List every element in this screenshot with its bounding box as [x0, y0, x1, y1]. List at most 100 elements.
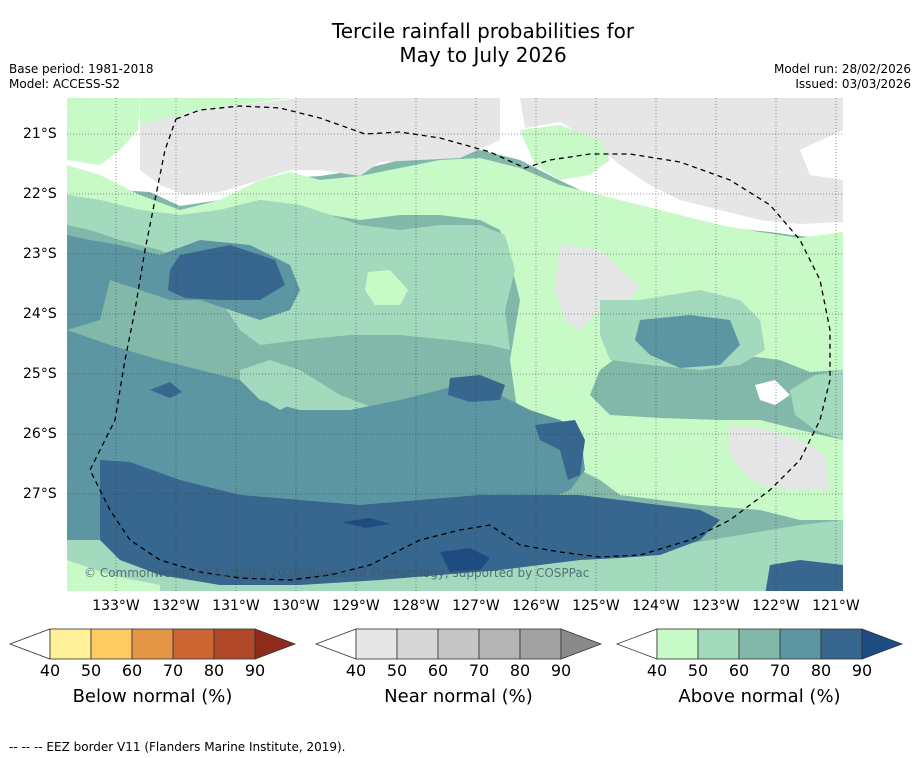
colorbar-tick-label: 40: [345, 661, 367, 680]
colorbar-title: Near normal (%): [384, 686, 533, 707]
colorbar-over-arrow: [254, 628, 297, 660]
colorbar-tick-label: 90: [550, 661, 572, 680]
field-above-70-right: [635, 315, 740, 368]
colorbar-segment: [172, 628, 215, 660]
latitude-label: 25°S: [23, 366, 57, 382]
longitude-label: 125°W: [572, 598, 620, 614]
model-name: Model: ACCESS-S2: [9, 77, 121, 91]
colorbar-title: Below normal (%): [72, 686, 233, 707]
colorbar-tick-label: 70: [162, 661, 184, 680]
colorbar-tick-label: 50: [687, 661, 709, 680]
colorbar-segment: [49, 628, 92, 660]
colorbar-tick-label: 40: [646, 661, 668, 680]
model-run: Model run: 28/02/2026: [773, 62, 911, 76]
colorbar-tick-label: 40: [39, 661, 61, 680]
issued-date: Issued: 03/03/2026: [795, 77, 911, 91]
meta-left: Base period: 1981-2018 Model: ACCESS-S2: [9, 62, 154, 92]
colorbar-over-arrow: [861, 628, 904, 660]
colorbar-tick-label: 90: [244, 661, 266, 680]
probability-fields: [67, 98, 843, 591]
field-above-80-spot-1: [448, 375, 505, 402]
field-above-40-spot-1: [365, 270, 408, 305]
colorbar-segment: [738, 628, 781, 660]
colorbar-under-arrow: [615, 628, 658, 660]
eez-border: [89, 105, 831, 581]
colorbar-segment: [779, 628, 822, 660]
colorbar-under-arrow: [8, 628, 51, 660]
colorbar-tick-label: 80: [203, 661, 225, 680]
colorbar-segment: [396, 628, 439, 660]
colorbar-segment: [820, 628, 863, 660]
field-grey-patch-2: [728, 425, 830, 490]
latitude-label: 24°S: [23, 306, 57, 322]
title-line-2: May to July 2026: [399, 43, 567, 67]
colorbar-tick-label: 70: [468, 661, 490, 680]
colorbar-segment: [697, 628, 740, 660]
colorbar: [615, 628, 904, 660]
field-white-patch: [755, 380, 790, 405]
colorbar-tick-label: 90: [851, 661, 873, 680]
base-period: Base period: 1981-2018: [9, 62, 154, 76]
longitude-label: 131°W: [212, 598, 260, 614]
latitude-label: 22°S: [23, 186, 57, 202]
eez-footer-note: -- -- -- EEZ border V11 (Flanders Marine…: [9, 740, 346, 754]
longitude-label: 132°W: [152, 598, 200, 614]
longitude-label: 127°W: [452, 598, 500, 614]
colorbar-segment: [213, 628, 256, 660]
colorbar-under-arrow: [314, 628, 357, 660]
latitude-label: 21°S: [23, 126, 57, 142]
map-title: Tercile rainfall probabilities for May t…: [0, 19, 919, 67]
colorbar-tick-label: 60: [427, 661, 449, 680]
colorbar-over-arrow: [560, 628, 603, 660]
longitude-label: 130°W: [272, 598, 320, 614]
title-line-1: Tercile rainfall probabilities for: [331, 19, 635, 43]
field-above-50-hole: [250, 365, 300, 410]
field-above-70-edge: [67, 480, 100, 540]
field-above-70-middle: [67, 330, 585, 530]
longitude-label: 121°W: [812, 598, 860, 614]
copyright-notice: © Commonwealth of Australia 2026, Bureau…: [84, 566, 590, 580]
longitude-label: 124°W: [632, 598, 680, 614]
field-above-40: [67, 158, 843, 520]
colorbar-segment: [656, 628, 699, 660]
colorbar: [314, 628, 603, 660]
field-grey-patch-1: [555, 245, 640, 330]
field-above-40-corner: [67, 560, 160, 591]
colorbar-tick-label: 60: [121, 661, 143, 680]
latitude-label: 27°S: [23, 486, 57, 502]
field-grey-top-right: [520, 98, 843, 224]
colorbar-segment: [437, 628, 480, 660]
meta-right: Model run: 28/02/2026 Issued: 03/03/2026: [774, 62, 911, 92]
colorbar-segment: [478, 628, 521, 660]
latitude-label: 23°S: [23, 246, 57, 262]
colorbar-segment: [519, 628, 562, 660]
colorbar: [8, 628, 297, 660]
colorbar-tick-label: 70: [769, 661, 791, 680]
longitude-label: 122°W: [752, 598, 800, 614]
colorbars: [8, 628, 904, 660]
colorbar-tick-label: 60: [728, 661, 750, 680]
field-above-80-corner: [765, 560, 843, 591]
longitude-label: 128°W: [392, 598, 440, 614]
colorbar-title: Above normal (%): [678, 686, 841, 707]
colorbar-segment: [355, 628, 398, 660]
field-above-80-left: [168, 245, 285, 300]
longitude-label: 133°W: [92, 598, 140, 614]
colorbar-segment: [131, 628, 174, 660]
colorbar-segment: [90, 628, 133, 660]
colorbar-tick-label: 80: [509, 661, 531, 680]
longitude-label: 123°W: [692, 598, 740, 614]
colorbar-tick-label: 50: [386, 661, 408, 680]
field-above-80-bottom: [100, 460, 720, 585]
colorbar-tick-label: 50: [80, 661, 102, 680]
latitude-label: 26°S: [23, 426, 57, 442]
field-above-90-spot-2: [342, 518, 390, 528]
field-above-90-spot: [440, 548, 490, 572]
field-green-top-right: [520, 125, 610, 180]
colorbar-tick-label: 80: [810, 661, 832, 680]
field-above-80-spot-3: [150, 382, 182, 398]
field-above-80-spot-2: [535, 420, 585, 480]
field-green-corner: [67, 98, 140, 165]
field-grey-top: [140, 98, 500, 195]
